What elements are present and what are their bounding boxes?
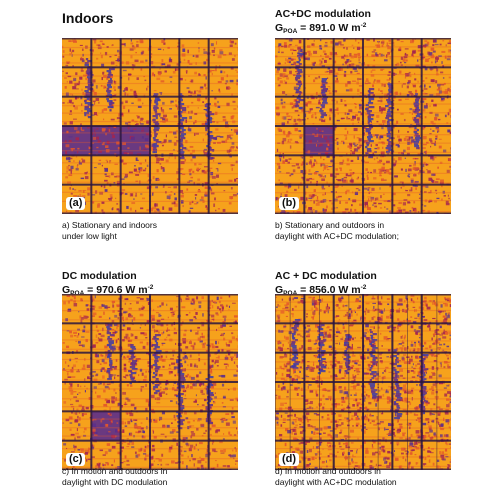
panel-a-caption-line1: a) Stationary and indoors bbox=[62, 220, 157, 230]
panel-d: AC + DC modulation GPOA = 856.0 W m-2 (d… bbox=[275, 262, 451, 500]
panel-b-tag: (b) bbox=[279, 197, 300, 210]
panel-b-caption: b) Stationary and outdoors in daylight w… bbox=[275, 220, 475, 242]
panel-d-irradiance: GPOA = 856.0 W m-2 bbox=[275, 284, 367, 297]
thermal-image-d bbox=[275, 294, 451, 470]
panel-a-title: Indoors bbox=[62, 10, 114, 26]
panel-b-caption-line2: daylight with AC+DC modulation; bbox=[275, 231, 400, 241]
el-image-panel-a: (a) bbox=[62, 38, 238, 214]
panel-c-caption-line1: c) In motion and outdoors in bbox=[62, 466, 168, 476]
panel-c-caption: c) In motion and outdoors in daylight wi… bbox=[62, 466, 262, 488]
panel-d-tag: (d) bbox=[279, 453, 300, 466]
panel-d-header: AC + DC modulation GPOA = 856.0 W m-2 bbox=[275, 270, 475, 300]
panel-b-header: AC+DC modulation GPOA = 891.0 W m-2 bbox=[275, 8, 475, 38]
panel-d-title: AC + DC modulation bbox=[275, 270, 377, 282]
panel-c-header: DC modulation GPOA = 970.6 W m-2 bbox=[62, 270, 262, 300]
panel-b-title: AC+DC modulation bbox=[275, 8, 371, 20]
el-image-panel-b: (b) bbox=[275, 38, 451, 214]
panel-b-caption-line1: b) Stationary and outdoors in bbox=[275, 220, 385, 230]
thermal-image-b bbox=[275, 38, 451, 214]
el-image-panel-d: (d) bbox=[275, 294, 451, 470]
panel-a-caption-line2: under low light bbox=[62, 231, 117, 241]
panel-a: Indoors (a) a) Stationary and indoors un… bbox=[62, 0, 238, 250]
thermal-image-c bbox=[62, 294, 238, 470]
panel-c-tag: (c) bbox=[66, 453, 86, 466]
panel-d-caption-line2: daylight with AC+DC modulation bbox=[275, 477, 397, 487]
panel-b-irradiance: GPOA = 891.0 W m-2 bbox=[275, 22, 367, 35]
panel-a-tag: (a) bbox=[66, 197, 86, 210]
panel-b: AC+DC modulation GPOA = 891.0 W m-2 (b) … bbox=[275, 0, 451, 250]
thermal-image-a bbox=[62, 38, 238, 214]
panel-d-caption-line1: d) In motion and outdoors in bbox=[275, 466, 381, 476]
panel-a-caption: a) Stationary and indoors under low ligh… bbox=[62, 220, 262, 242]
panel-c-irradiance: GPOA = 970.6 W m-2 bbox=[62, 284, 154, 297]
el-image-panel-c: (c) bbox=[62, 294, 238, 470]
panel-c-title: DC modulation bbox=[62, 270, 137, 282]
panel-a-header: Indoors bbox=[62, 10, 262, 26]
panel-c: DC modulation GPOA = 970.6 W m-2 (c) c) … bbox=[62, 262, 238, 500]
panel-c-caption-line2: daylight with DC modulation bbox=[62, 477, 168, 487]
panel-d-caption: d) In motion and outdoors in daylight wi… bbox=[275, 466, 475, 488]
